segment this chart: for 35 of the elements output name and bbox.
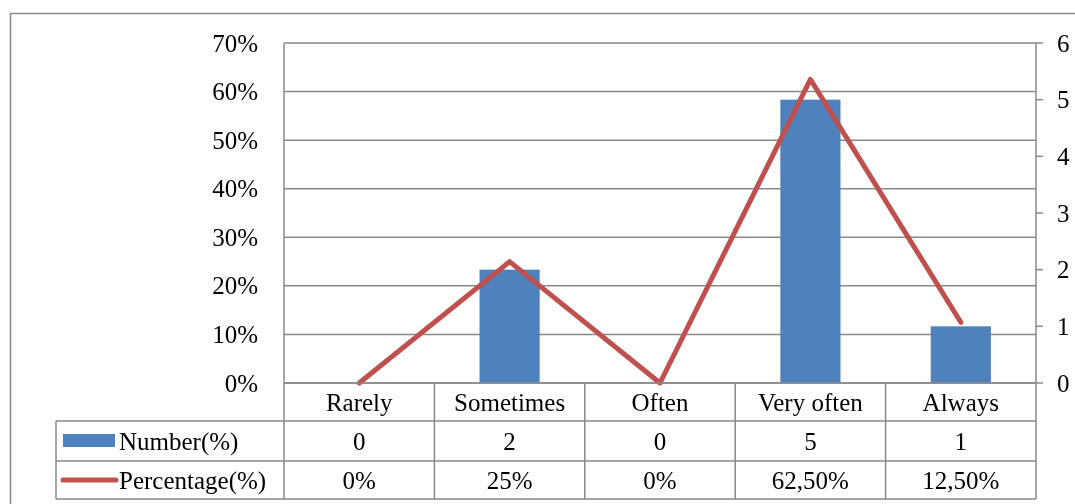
- data-label: 62,50%: [771, 466, 849, 494]
- y2-tick-label: 4: [1057, 142, 1070, 170]
- y2-tick-label: 2: [1057, 256, 1070, 284]
- y-tick-label: 40%: [212, 175, 258, 203]
- x-tick-label: Rarely: [325, 388, 394, 416]
- x-tick-label: Always: [922, 388, 999, 416]
- y2-tick-label: 6: [1057, 29, 1070, 57]
- y-tick-label: 50%: [212, 126, 258, 154]
- data-label: 1: [954, 427, 968, 455]
- bar: [780, 99, 841, 383]
- bar: [930, 326, 991, 383]
- y2-tick-label: 3: [1057, 199, 1070, 227]
- y2-tick-label: 0: [1057, 369, 1070, 397]
- legend-label: Percentage(%): [119, 466, 267, 495]
- data-label: 0%: [342, 466, 376, 494]
- data-label: 12,50%: [922, 466, 1000, 494]
- x-tick-label: Very often: [757, 388, 864, 416]
- data-label: 0%: [643, 466, 677, 494]
- data-label: 0: [352, 427, 366, 455]
- y-tick-label: 60%: [212, 78, 258, 106]
- y-tick-label: 10%: [212, 320, 258, 348]
- data-label: 2: [503, 427, 516, 455]
- bar: [479, 269, 540, 383]
- data-label: 0: [653, 427, 667, 455]
- legend-label: Number(%): [119, 427, 239, 456]
- y-tick-label: 70%: [212, 29, 258, 57]
- x-tick-label: Often: [631, 388, 689, 416]
- data-label: 5: [804, 427, 817, 455]
- data-label: 25%: [486, 466, 533, 494]
- y-tick-label: 20%: [212, 272, 258, 300]
- y2-tick-label: 5: [1057, 86, 1070, 114]
- x-tick-label: Sometimes: [454, 388, 566, 416]
- y2-tick-label: 1: [1057, 312, 1070, 340]
- y-tick-label: 0%: [224, 369, 258, 397]
- y-tick-label: 30%: [212, 223, 258, 251]
